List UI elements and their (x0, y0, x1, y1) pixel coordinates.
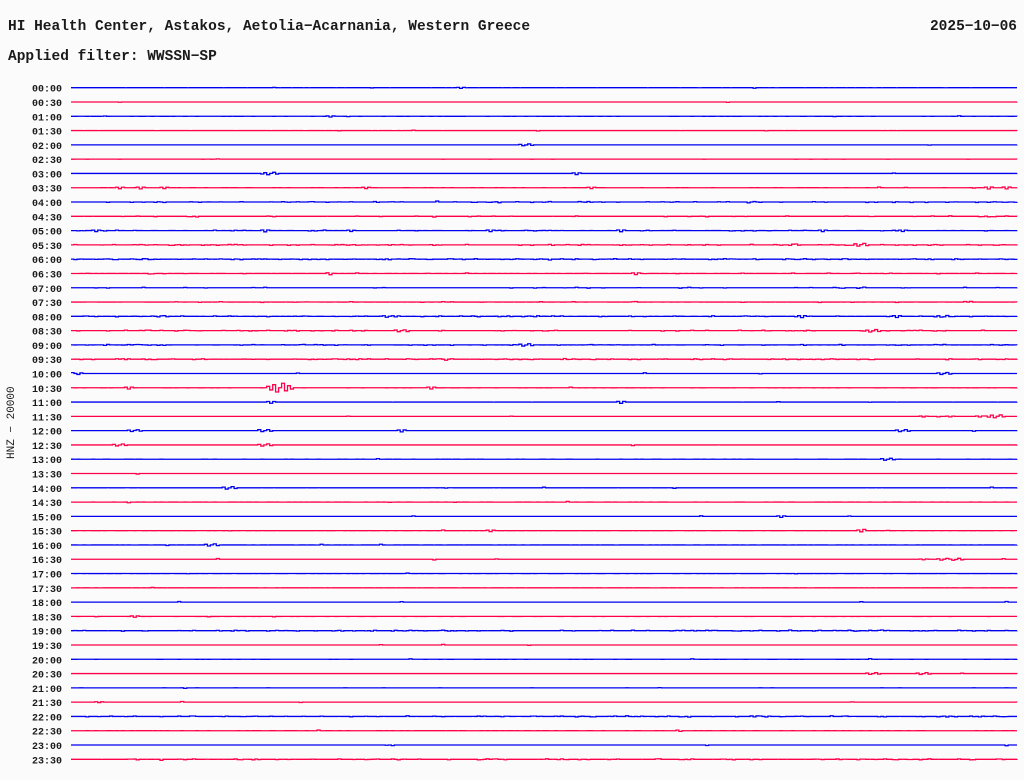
svg-text:00:00: 00:00 (32, 85, 62, 96)
svg-text:02:30: 02:30 (32, 156, 62, 167)
svg-text:04:00: 04:00 (32, 199, 62, 210)
svg-text:04:30: 04:30 (32, 213, 62, 224)
svg-text:20:00: 20:00 (32, 656, 62, 667)
svg-text:16:30: 16:30 (32, 556, 62, 567)
svg-text:19:30: 19:30 (32, 642, 62, 653)
svg-text:15:00: 15:00 (32, 513, 62, 524)
svg-text:03:00: 03:00 (32, 170, 62, 181)
svg-text:09:30: 09:30 (32, 356, 62, 367)
svg-text:21:30: 21:30 (32, 699, 62, 710)
svg-text:16:00: 16:00 (32, 542, 62, 553)
svg-text:01:00: 01:00 (32, 113, 62, 124)
svg-text:14:30: 14:30 (32, 499, 62, 510)
svg-text:17:00: 17:00 (32, 571, 62, 582)
svg-text:00:30: 00:30 (32, 99, 62, 110)
svg-text:14:00: 14:00 (32, 485, 62, 496)
svg-text:13:30: 13:30 (32, 471, 62, 482)
svg-text:17:30: 17:30 (32, 585, 62, 596)
svg-text:08:30: 08:30 (32, 328, 62, 339)
svg-text:11:00: 11:00 (32, 399, 62, 410)
svg-text:12:30: 12:30 (32, 442, 62, 453)
svg-text:20:30: 20:30 (32, 671, 62, 682)
svg-text:23:00: 23:00 (32, 742, 62, 753)
svg-text:02:00: 02:00 (32, 142, 62, 153)
svg-text:18:00: 18:00 (32, 599, 62, 610)
svg-text:09:00: 09:00 (32, 342, 62, 353)
svg-text:07:00: 07:00 (32, 285, 62, 296)
svg-text:06:30: 06:30 (32, 271, 62, 282)
svg-text:22:30: 22:30 (32, 728, 62, 739)
svg-text:06:00: 06:00 (32, 256, 62, 267)
svg-text:01:30: 01:30 (32, 128, 62, 139)
svg-text:10:00: 10:00 (32, 371, 62, 382)
svg-text:23:30: 23:30 (32, 756, 62, 767)
svg-text:12:00: 12:00 (32, 428, 62, 439)
svg-text:05:00: 05:00 (32, 228, 62, 239)
svg-text:15:30: 15:30 (32, 528, 62, 539)
svg-text:05:30: 05:30 (32, 242, 62, 253)
svg-text:10:30: 10:30 (32, 385, 62, 396)
svg-text:13:00: 13:00 (32, 456, 62, 467)
svg-text:07:30: 07:30 (32, 299, 62, 310)
svg-text:19:00: 19:00 (32, 628, 62, 639)
svg-text:08:00: 08:00 (32, 313, 62, 324)
svg-text:21:00: 21:00 (32, 685, 62, 696)
svg-text:03:30: 03:30 (32, 185, 62, 196)
svg-text:22:00: 22:00 (32, 713, 62, 724)
svg-text:18:30: 18:30 (32, 613, 62, 624)
svg-text:11:30: 11:30 (32, 413, 62, 424)
